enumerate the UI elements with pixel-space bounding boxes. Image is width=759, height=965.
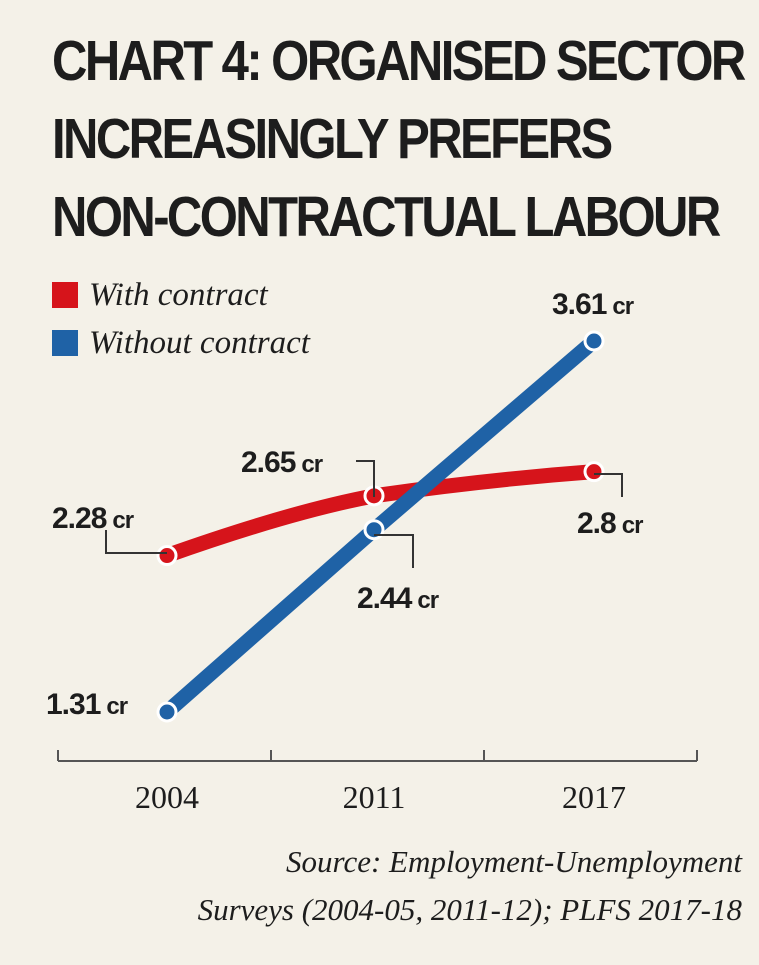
data-label-with-contract-2004: 2.28 cr bbox=[52, 502, 134, 535]
legend-swatch-with-contract bbox=[52, 282, 78, 308]
leader-line-without-contract-2011 bbox=[374, 534, 414, 568]
x-axis: 2004 2011 2017 bbox=[57, 750, 698, 815]
point-with-contract-2004 bbox=[156, 545, 178, 567]
data-label-unit: cr bbox=[612, 293, 633, 320]
leader-line-with-contract-2017 bbox=[594, 473, 623, 497]
point-without-contract-2017 bbox=[583, 330, 605, 352]
data-label-unit: cr bbox=[112, 507, 133, 534]
point-without-contract-2004 bbox=[156, 701, 178, 723]
point-without-contract-2011 bbox=[363, 519, 385, 541]
data-label-with-contract-2011: 2.65 cr bbox=[241, 446, 323, 479]
data-labels: 2.28 cr2.65 cr2.8 cr1.31 cr2.44 cr3.61 cr bbox=[46, 288, 644, 721]
legend: With contract Without contract bbox=[52, 277, 311, 361]
data-label-value: 2.28 bbox=[52, 502, 107, 535]
title-line-2: INCREASINGLY PREFERS bbox=[52, 107, 613, 171]
data-label-unit: cr bbox=[622, 512, 643, 539]
series-line-with-contract bbox=[159, 464, 602, 564]
title-line-1: CHART 4: ORGANISED SECTOR bbox=[52, 29, 746, 93]
data-label-value: 3.61 bbox=[552, 288, 607, 321]
source-line-1: Source: Employment-Unemployment bbox=[286, 844, 742, 879]
chart-title: CHART 4: ORGANISED SECTOR INCREASINGLY P… bbox=[52, 22, 746, 256]
data-label-without-contract-2004: 1.31 cr bbox=[46, 688, 128, 721]
data-label-value: 2.8 bbox=[577, 507, 616, 540]
data-label-without-contract-2011: 2.44 cr bbox=[357, 582, 439, 615]
x-tick-label-2004: 2004 bbox=[135, 779, 199, 815]
legend-label-without-contract: Without contract bbox=[89, 325, 311, 361]
x-tick-label-2011: 2011 bbox=[343, 779, 406, 815]
leader-line-with-contract-2011 bbox=[356, 460, 375, 497]
data-label-unit: cr bbox=[417, 587, 438, 614]
point-with-contract-2017 bbox=[583, 461, 605, 483]
data-label-with-contract-2017: 2.8 cr bbox=[577, 507, 643, 540]
leader-line-with-contract-2004 bbox=[105, 530, 167, 554]
title-line-3: NON-CONTRACTUAL LABOUR bbox=[52, 185, 721, 249]
source-line-2: Surveys (2004-05, 2011-12); PLFS 2017-18 bbox=[197, 892, 742, 927]
data-label-unit: cr bbox=[106, 693, 127, 720]
data-label-without-contract-2017: 3.61 cr bbox=[552, 288, 634, 321]
data-label-value: 2.44 bbox=[357, 582, 413, 615]
legend-label-with-contract: With contract bbox=[89, 277, 269, 313]
data-label-value: 1.31 bbox=[46, 688, 101, 721]
legend-swatch-without-contract bbox=[52, 330, 78, 356]
data-label-value: 2.65 bbox=[241, 446, 296, 479]
x-tick-label-2017: 2017 bbox=[562, 779, 626, 815]
source-note: Source: Employment-Unemployment Surveys … bbox=[52, 838, 742, 934]
series-lines bbox=[156, 330, 605, 723]
data-label-unit: cr bbox=[301, 451, 322, 478]
